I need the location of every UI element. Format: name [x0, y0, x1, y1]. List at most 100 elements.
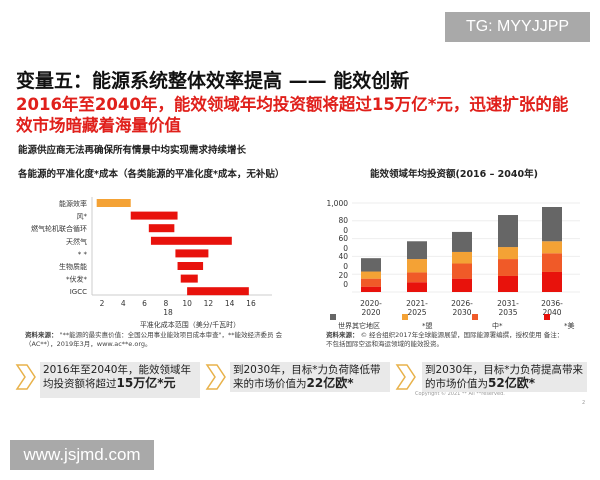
stacked-bar-segment	[542, 253, 562, 272]
x-tick-label: 2031-	[497, 299, 519, 308]
stacked-bar-segment	[407, 259, 427, 273]
stacked-bar-segment	[361, 258, 381, 272]
x-tick-label: 12	[204, 299, 214, 308]
stacked-bar-segment	[452, 263, 472, 279]
stacked-bar-segment	[452, 251, 472, 264]
y-tick-label: 80	[338, 216, 348, 225]
callout-text: 到2030年，目标*力负荷降低带来的市场价值为	[233, 364, 381, 390]
lead-text: 能源供应商无法再确保所有情景中均实现需求持续增长	[18, 145, 247, 156]
stacked-bar-segment	[542, 207, 562, 242]
legend-label: *美	[564, 321, 575, 330]
range-bar	[177, 262, 204, 270]
stacked-bar-segment	[407, 272, 427, 283]
x-tick-label: 2025	[407, 308, 426, 317]
chevron-shape	[15, 364, 36, 390]
chevron-shape	[395, 364, 416, 390]
x-tick-label: 14	[225, 299, 235, 308]
range-bar	[180, 274, 198, 283]
legend-swatch	[472, 314, 478, 320]
callout-box: 到2030年，目标*力负荷提高带来的市场价值为52亿欧*	[422, 362, 587, 392]
range-bar	[150, 236, 232, 245]
stacked-bar-segment	[542, 241, 562, 254]
stacked-bar-segment	[407, 282, 427, 292]
stacked-bar-segment	[361, 278, 381, 287]
callout-text: 2016年至2040年，能效领域年均投资额将超过	[43, 364, 191, 390]
category-label: 燃气轮机联合循环	[31, 224, 87, 233]
x-tick-label: 16	[246, 299, 256, 308]
stacked-bar-segment	[498, 275, 518, 292]
range-bar	[148, 224, 175, 233]
chevron-shape	[205, 364, 226, 390]
x-tick-label: 2040	[542, 308, 561, 317]
callout-box: 2016年至2040年，能效领域年均投资额将超过15万亿*元	[40, 362, 200, 398]
category-label: 风*	[77, 213, 88, 221]
range-bar	[187, 287, 249, 296]
stacked-bar-segment	[498, 215, 518, 248]
x-tick-label: 2035	[498, 308, 517, 317]
x-tick-label: 2020-	[360, 299, 382, 308]
stacked-bar-segment	[361, 286, 381, 292]
y-tick-label: 20	[338, 271, 348, 280]
callout-text: 到2030年，目标*力负荷提高带来的市场价值为	[425, 364, 583, 390]
legend-label: 中*	[492, 321, 503, 330]
slide-title: 变量五：能源系统整体效率提高 —— 能效创新	[16, 70, 410, 92]
y-tick-label: 60	[338, 234, 348, 243]
legend-swatch	[402, 314, 408, 320]
y-tick-label: 0	[343, 280, 348, 289]
stacked-bar-segment	[498, 247, 518, 260]
category-label: 能源效率	[59, 199, 87, 208]
x-tick-label: 2030	[452, 308, 471, 317]
x-tick-label: 6	[142, 299, 147, 308]
range-bar	[96, 199, 131, 207]
category-label: *伏发*	[66, 275, 87, 284]
x-tick-label: 2026-	[451, 299, 473, 308]
copyright: Copyright © 2021 ** All **reserved.	[415, 391, 505, 397]
legend-swatch	[544, 314, 550, 320]
watermark-bottom: www.jsjmd.com	[10, 440, 154, 470]
category-label: 天然气	[66, 237, 87, 246]
y-tick-label: 1,000	[327, 199, 349, 208]
x-tick-label: 2020	[361, 308, 380, 317]
investment-chart: 1,0008006004002002020-20202021-20252026-…	[327, 199, 580, 330]
range-bar	[175, 249, 209, 258]
chevron-icon	[15, 364, 36, 390]
category-label: IGCC	[70, 288, 87, 296]
callout-value: 52亿欧*	[488, 375, 535, 390]
stacked-bar-segment	[452, 231, 472, 252]
callout-box: 到2030年，目标*力负荷降低带来的市场价值为22亿欧*	[230, 362, 390, 392]
x-axis-title: 平准化成本范围（美分/千瓦时）	[140, 320, 240, 329]
chevron-icon	[205, 364, 226, 390]
left-source: 资料来源： "**能源的最实惠价值：全国公用事业能效项目成本审查"，**能效经济…	[25, 331, 283, 348]
legend-label: 世界其它地区	[338, 321, 380, 330]
y-tick-label: 40	[338, 252, 348, 261]
slide-subtitle: 2016年至2040年，能效领域年均投资额将超过15万亿*元，迅速扩张的能 效市…	[16, 95, 569, 135]
stacked-bar-segment	[498, 259, 518, 276]
range-bar	[130, 211, 178, 220]
x-tick-label: 2021-	[406, 299, 428, 308]
category-label: 生物质能	[59, 262, 87, 271]
stacked-bar-segment	[361, 271, 381, 279]
stacked-bar-segment	[542, 271, 562, 292]
legend-label: *盟	[422, 322, 433, 330]
left-chart-title: 各能源的平准化度*成本（各类能源的平准化度*成本，无补贴）	[18, 169, 285, 180]
right-chart-title: 能效领域年均投资额(2016 – 2040年)	[370, 169, 538, 180]
x-tick-label: 2	[100, 299, 105, 308]
stacked-bar-segment	[407, 241, 427, 260]
chevron-icon	[395, 364, 416, 390]
category-label: * *	[78, 250, 88, 258]
callout-value: 22亿欧*	[306, 375, 354, 390]
y-tick-label: 0	[343, 244, 348, 253]
x-tick-label-extra: 18	[163, 308, 173, 317]
y-tick-label: 0	[343, 226, 348, 235]
x-tick-label: 2036-	[541, 299, 563, 308]
x-tick-label: 4	[121, 299, 126, 308]
callout-value: 15万亿*元	[116, 375, 176, 390]
right-source: 资料来源： © 经合组织2017年全球能源展望，国际能源署编撰，授权使用 备注：…	[326, 331, 564, 348]
page-number: 2	[582, 400, 586, 406]
stacked-bar-segment	[452, 278, 472, 292]
x-tick-label: 10	[182, 299, 192, 308]
legend-swatch	[330, 314, 336, 320]
x-tick-label: 8	[163, 299, 168, 308]
